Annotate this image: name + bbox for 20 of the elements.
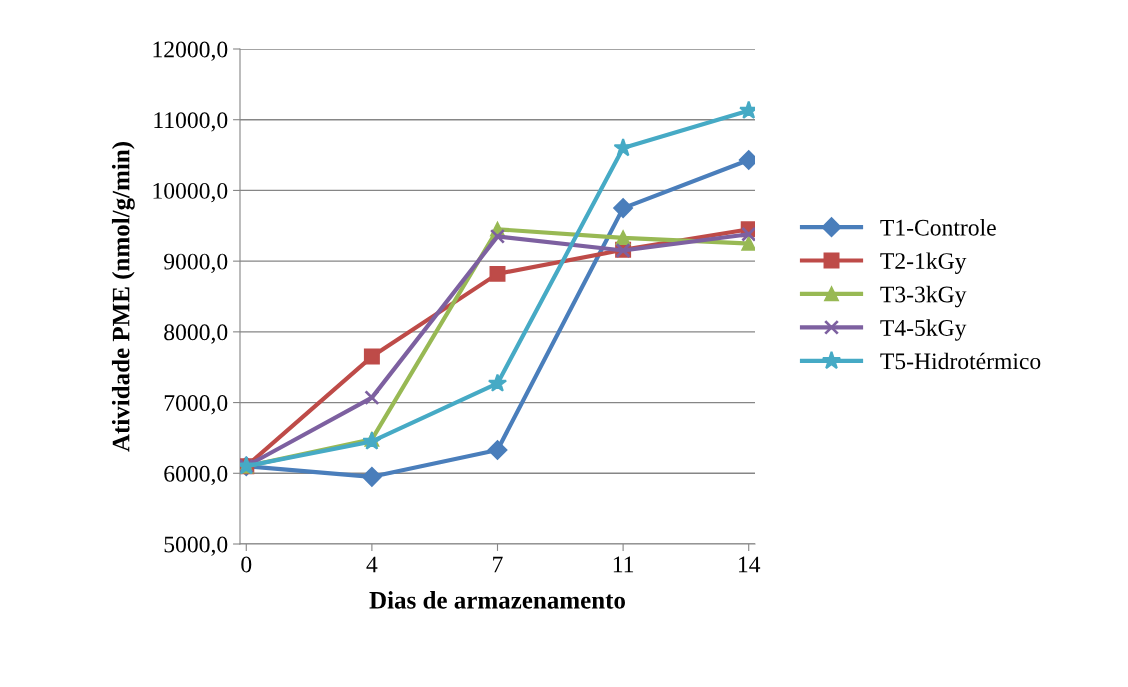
y-tick-label: 5000,0 (164, 536, 228, 556)
y-tick-label: 7000,0 (164, 395, 228, 415)
legend-label: T4-5kGy (880, 319, 967, 341)
y-tick-label: 8000,0 (164, 324, 228, 344)
y-axis-title: Atividade PME (nmol/g/min) (111, 142, 135, 452)
legend-label: T1-Controle (880, 219, 996, 236)
y-tick-label: 6000,0 (164, 465, 228, 486)
x-axis-title: Dias de armazenamento (369, 591, 625, 609)
legend-label: T2-1kGy (880, 252, 967, 274)
legend-label: T5-Hidrotérmico (880, 352, 1041, 370)
x-tick-label: 14 (738, 556, 761, 573)
x-tick-label: 0 (241, 556, 252, 573)
y-tick-label: 11000,0 (154, 112, 228, 132)
y-tick-label: 9000,0 (164, 253, 228, 273)
legend-label: T3-3kGy (880, 285, 967, 308)
y-tick-label: 12000,0 (153, 41, 228, 61)
x-tick-label: 4 (366, 556, 378, 573)
y-tick-label: 10000,0 (153, 182, 228, 203)
x-tick-label: 7 (493, 556, 503, 573)
x-tick-label: 11 (613, 556, 634, 573)
